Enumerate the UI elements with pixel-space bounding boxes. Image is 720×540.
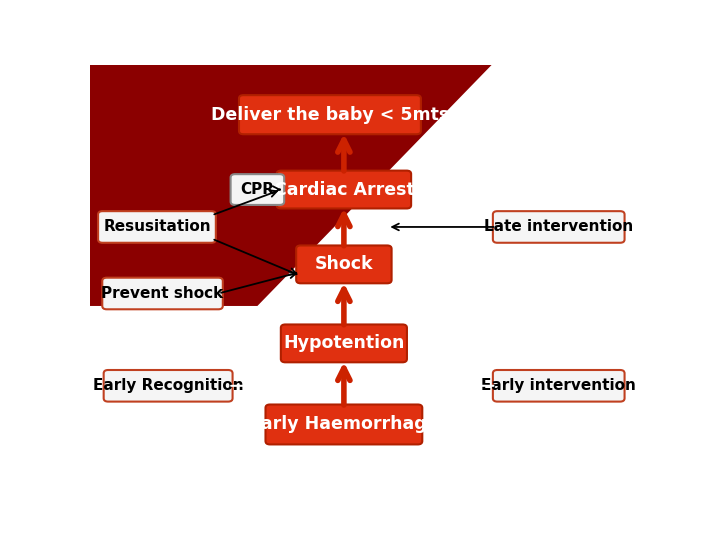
FancyBboxPatch shape: [493, 211, 624, 243]
FancyBboxPatch shape: [230, 174, 284, 205]
FancyBboxPatch shape: [104, 370, 233, 402]
Text: Prevent shock: Prevent shock: [102, 286, 224, 301]
FancyBboxPatch shape: [281, 325, 407, 362]
Text: Deliver the baby < 5mts: Deliver the baby < 5mts: [211, 106, 449, 124]
Text: Early Recognition: Early Recognition: [93, 379, 243, 393]
FancyBboxPatch shape: [296, 246, 392, 284]
Text: Hypotention: Hypotention: [283, 334, 405, 353]
FancyBboxPatch shape: [98, 211, 216, 243]
Text: Late intervention: Late intervention: [484, 219, 634, 234]
Text: Shock: Shock: [315, 255, 373, 273]
Text: CPR: CPR: [240, 182, 274, 197]
FancyBboxPatch shape: [493, 370, 624, 402]
Text: Early intervention: Early intervention: [481, 379, 636, 393]
Polygon shape: [90, 65, 492, 306]
FancyBboxPatch shape: [266, 404, 423, 444]
FancyBboxPatch shape: [276, 171, 411, 208]
Text: Cardiac Arrest: Cardiac Arrest: [274, 180, 414, 199]
FancyBboxPatch shape: [239, 95, 421, 134]
Text: Early Haemorrhage: Early Haemorrhage: [249, 415, 438, 434]
Text: Resusitation: Resusitation: [103, 219, 211, 234]
FancyBboxPatch shape: [102, 278, 222, 309]
